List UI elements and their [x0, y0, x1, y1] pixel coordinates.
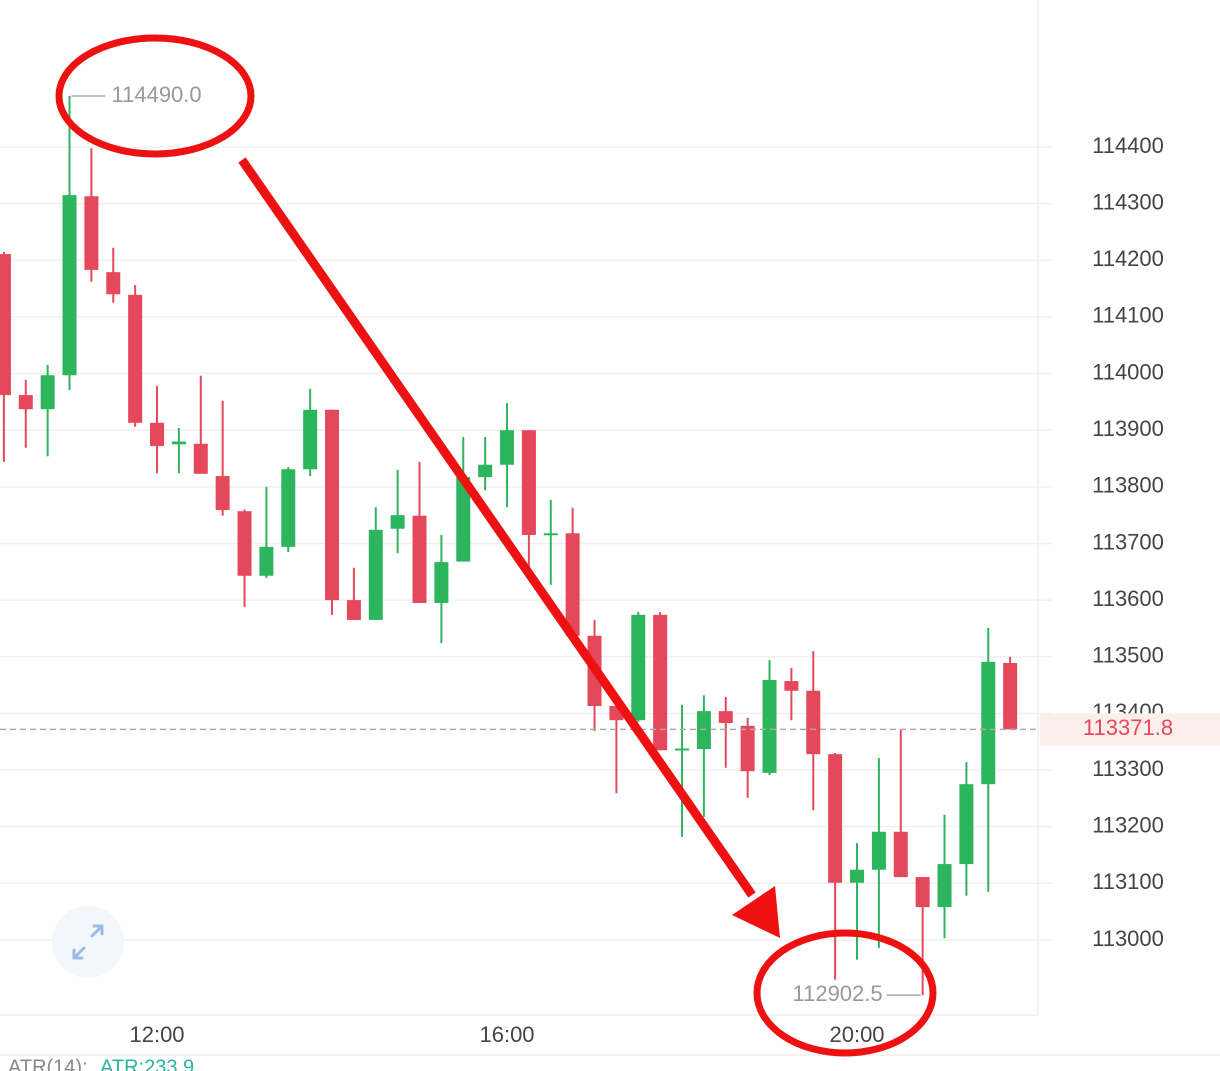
- y-tick-label: 114200: [1092, 246, 1164, 271]
- y-tick-label: 114400: [1092, 133, 1164, 158]
- expand-button[interactable]: [52, 906, 124, 978]
- candle-body: [981, 661, 996, 785]
- candle-body: [62, 195, 77, 376]
- y-tick-label: 113800: [1092, 473, 1164, 498]
- x-tick-label: 12:00: [129, 1022, 184, 1047]
- candle-body: [937, 864, 952, 908]
- candle-body: [718, 711, 733, 724]
- candle-body: [675, 748, 690, 751]
- candle-body: [106, 272, 121, 295]
- y-tick-label: 113300: [1092, 756, 1164, 781]
- candle-body: [653, 614, 668, 751]
- arrow-line: [238, 157, 756, 898]
- candle-body: [390, 515, 405, 529]
- candles: [0, 96, 1018, 996]
- candle-body: [1003, 662, 1018, 730]
- candle-body: [762, 679, 777, 773]
- highlight-circle: [55, 34, 255, 158]
- candle-body: [521, 430, 536, 535]
- candle-body: [193, 443, 208, 474]
- expand-icon: [72, 924, 104, 960]
- expand-button-bg: [52, 906, 124, 978]
- candle-body: [84, 196, 99, 270]
- y-tick-label: 113000: [1092, 926, 1164, 951]
- labels: 1130001131001132001133001134001135001136…: [0, 82, 1220, 1047]
- y-tick-label: 113600: [1092, 586, 1164, 611]
- candle-body: [237, 511, 252, 576]
- y-tick-label: 114300: [1092, 189, 1164, 214]
- candle-body: [915, 877, 930, 908]
- candle-body: [412, 515, 427, 603]
- candle-body: [456, 477, 471, 562]
- indicator-value: ATR:233.9: [100, 1056, 194, 1071]
- candle-body: [500, 430, 515, 465]
- x-tick-label: 16:00: [479, 1022, 534, 1047]
- candle-body: [893, 831, 908, 878]
- candle-body: [40, 375, 55, 410]
- candle-body: [565, 533, 580, 636]
- highlight-circle: [753, 929, 937, 1057]
- candle-body: [850, 869, 865, 883]
- y-tick-label: 113900: [1092, 416, 1164, 441]
- candle-body: [784, 681, 799, 691]
- candle-body: [128, 294, 143, 423]
- y-tick-label: 114100: [1092, 303, 1164, 328]
- candle-body: [806, 690, 821, 755]
- candle-body: [259, 546, 274, 576]
- candle-body: [871, 831, 886, 870]
- candle-body: [740, 725, 755, 772]
- candle-body: [828, 754, 843, 883]
- y-tick-label: 113200: [1092, 812, 1164, 837]
- last-price-label: 113371.8: [1083, 715, 1173, 740]
- y-tick-label: 113100: [1092, 869, 1164, 894]
- low-label: 112902.5: [793, 981, 883, 1006]
- arrow-head: [732, 886, 780, 938]
- candle-body: [478, 464, 493, 478]
- annotation: [55, 34, 937, 1057]
- candle-body: [325, 409, 340, 601]
- indicator-name: ATR(14):: [8, 1056, 88, 1071]
- high-label: 114490.0: [112, 82, 202, 107]
- candle-body: [346, 600, 361, 620]
- grid: [0, 146, 1052, 941]
- candle-body: [543, 533, 558, 536]
- candle-body: [171, 441, 186, 445]
- y-tick-label: 113700: [1092, 529, 1164, 554]
- last-price-box: [1040, 713, 1220, 746]
- candle-body: [281, 469, 296, 547]
- y-tick-label: 113500: [1092, 643, 1164, 668]
- candle-body: [434, 562, 449, 603]
- x-tick-label: 20:00: [829, 1022, 884, 1047]
- candle-body: [215, 476, 230, 511]
- candle-body: [368, 529, 383, 620]
- candle-body: [303, 409, 318, 470]
- candle-body: [0, 254, 11, 396]
- candle-body: [959, 784, 974, 865]
- y-tick-label: 114000: [1092, 359, 1164, 384]
- candle-body: [631, 614, 646, 721]
- candle-body: [150, 422, 165, 447]
- candle-body: [18, 395, 33, 410]
